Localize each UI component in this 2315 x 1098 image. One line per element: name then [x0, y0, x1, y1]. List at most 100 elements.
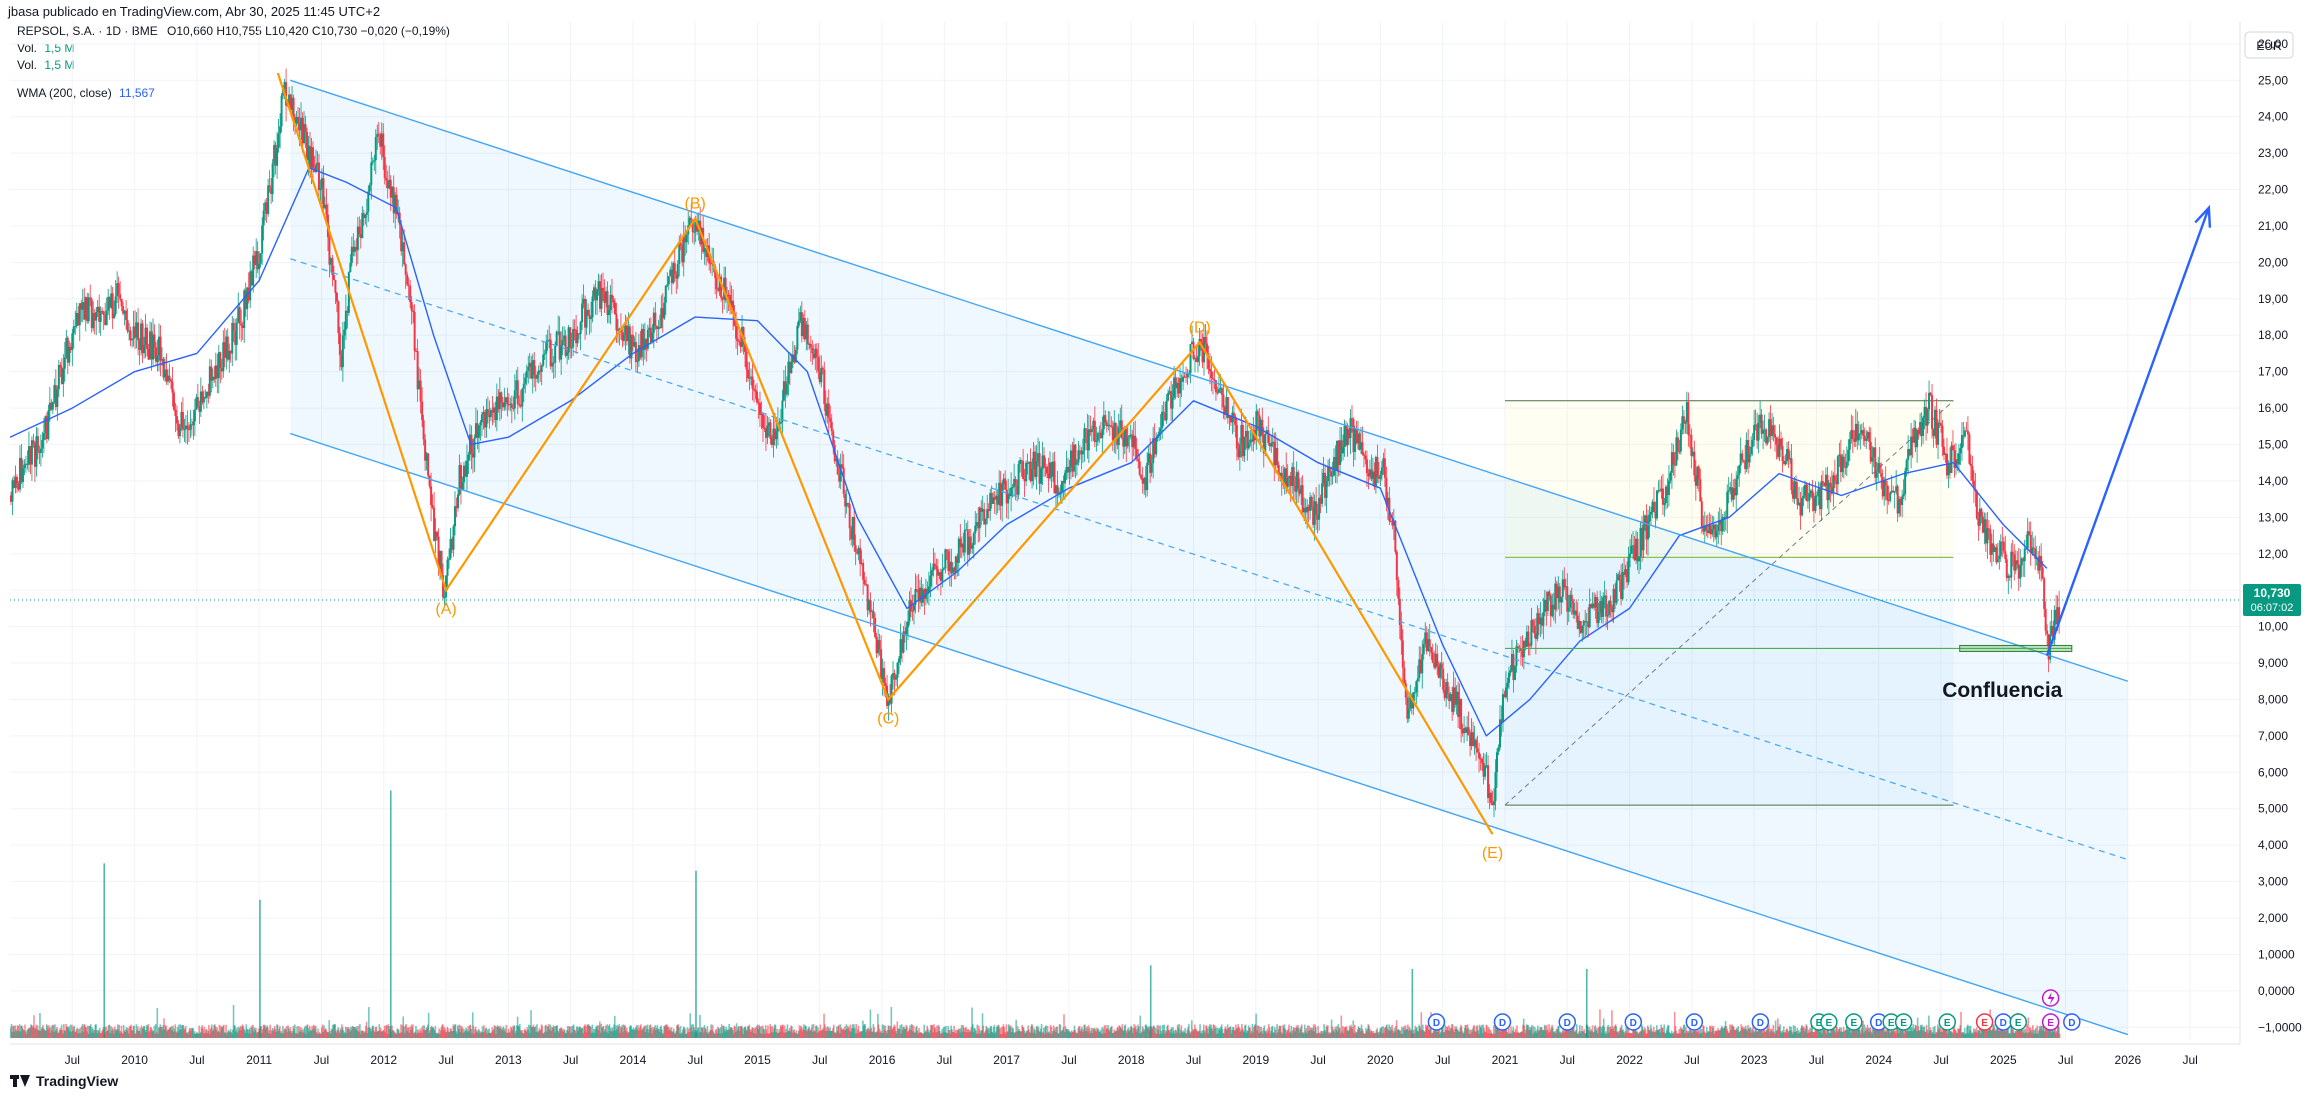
volume-bar: [37, 1029, 40, 1038]
symbol-line[interactable]: REPSOL, S.A. · 1D · BME: [17, 24, 158, 38]
volume-bar: [1879, 1026, 1882, 1038]
volume-bar: [372, 1026, 375, 1038]
volume-bar: [1623, 1033, 1626, 1038]
candle-body: [1135, 448, 1138, 459]
volume-bar: [700, 1027, 703, 1038]
volume-bar: [917, 1033, 920, 1038]
volume-bar: [430, 1026, 432, 1038]
candle-body: [128, 330, 131, 332]
legend-wma[interactable]: WMA (200, close) 11,567: [17, 86, 155, 100]
volume-bar: [1269, 1033, 1272, 1038]
candle-body: [1084, 428, 1087, 431]
candle-body: [471, 453, 474, 458]
volume-bar: [1990, 1030, 1993, 1038]
volume-bar: [438, 1028, 440, 1038]
candle-body: [1467, 727, 1470, 736]
volume-bar: [725, 1026, 727, 1038]
candle-body: [1207, 356, 1210, 369]
candle-body: [1037, 453, 1040, 462]
volume-bar: [1460, 1026, 1463, 1038]
volume-bar: [1040, 1028, 1042, 1038]
candle-body: [171, 381, 174, 393]
vol-label: Vol.: [17, 41, 38, 55]
volume-bar: [482, 1032, 485, 1038]
volume-bar: [1648, 1030, 1651, 1038]
volume-bar: [1720, 1025, 1723, 1038]
candle-body: [1095, 440, 1098, 443]
volume-bar: [1099, 1029, 1102, 1038]
candle-body: [613, 302, 616, 315]
volume-bar: [1038, 1031, 1041, 1038]
candle-body: [1379, 475, 1382, 479]
volume-bar: [845, 1024, 848, 1038]
volume-bar: [714, 1033, 716, 1038]
volume-bar: [1121, 1024, 1124, 1038]
volume-bar: [1801, 1026, 1804, 1038]
candle-body: [486, 409, 489, 415]
volume-bar: [486, 1029, 489, 1038]
volume-bar: [1004, 1033, 1007, 1038]
candle-body: [1125, 428, 1128, 447]
volume-bar: [939, 1031, 941, 1038]
candle-body: [72, 326, 75, 334]
candle-body: [1291, 466, 1294, 487]
volume-bar: [705, 1029, 707, 1038]
volume-bar: [1701, 1032, 1704, 1038]
volume-bar: [859, 1031, 861, 1038]
volume-bar: [1835, 1026, 1837, 1038]
volume-bar: [73, 1025, 76, 1038]
volume-bar: [657, 1029, 659, 1038]
volume-bar: [90, 1032, 93, 1038]
volume-bar: [397, 1029, 400, 1038]
candle-body: [631, 334, 634, 347]
volume-bar: [843, 1030, 846, 1038]
volume-bar: [110, 1026, 112, 1038]
volume-bar: [484, 1028, 487, 1038]
volume-bar: [501, 1028, 504, 1038]
volume-bar: [267, 1027, 269, 1038]
volume-bar: [539, 1030, 541, 1038]
candle-body: [974, 525, 977, 534]
volume-bar: [293, 1028, 295, 1038]
volume-bar: [128, 1033, 130, 1038]
candle-body: [1054, 485, 1057, 494]
volume-bar: [1536, 1029, 1538, 1038]
volume-bar: [1644, 1029, 1647, 1038]
volume-bar: [286, 1032, 289, 1038]
volume-bar: [778, 1028, 781, 1038]
candle-body: [48, 402, 51, 411]
volume-bar: [821, 1029, 823, 1038]
volume-bar: [1992, 1025, 1994, 1038]
volume-bar: [1278, 1025, 1281, 1038]
volume-bar: [427, 1024, 429, 1038]
candle-body: [267, 185, 270, 214]
volume-bar: [1572, 1027, 1574, 1038]
candle-body: [1581, 625, 1584, 633]
volume-bar: [106, 1030, 109, 1038]
volume-bar: [689, 1013, 692, 1038]
candle-body: [688, 217, 691, 226]
legend-vol-2[interactable]: Vol. 1,5 M: [17, 58, 74, 72]
volume-bar: [414, 1031, 416, 1038]
volume-bar: [294, 1024, 296, 1038]
volume-bar: [2018, 1027, 2021, 1038]
legend-vol-1[interactable]: Vol. 1,5 M: [17, 41, 74, 55]
volume-bar: [750, 1031, 752, 1038]
volume-bar: [930, 1025, 933, 1038]
candle-body: [1213, 379, 1216, 381]
volume-bar: [68, 1026, 70, 1038]
volume-bar: [429, 1030, 431, 1038]
candle-body: [1606, 615, 1609, 617]
volume-bar: [1102, 1028, 1105, 1038]
volume-bar: [569, 1033, 572, 1038]
volume-bar: [1419, 1028, 1422, 1038]
candle-body: [168, 375, 171, 380]
volume-bar: [1468, 1033, 1470, 1038]
candle-body: [1023, 478, 1026, 482]
volume-bar: [1356, 1031, 1358, 1038]
volume-bar: [1805, 1024, 1808, 1038]
volume-bar: [1612, 1026, 1615, 1038]
candle-body: [146, 327, 149, 349]
volume-bar: [1377, 1032, 1379, 1038]
